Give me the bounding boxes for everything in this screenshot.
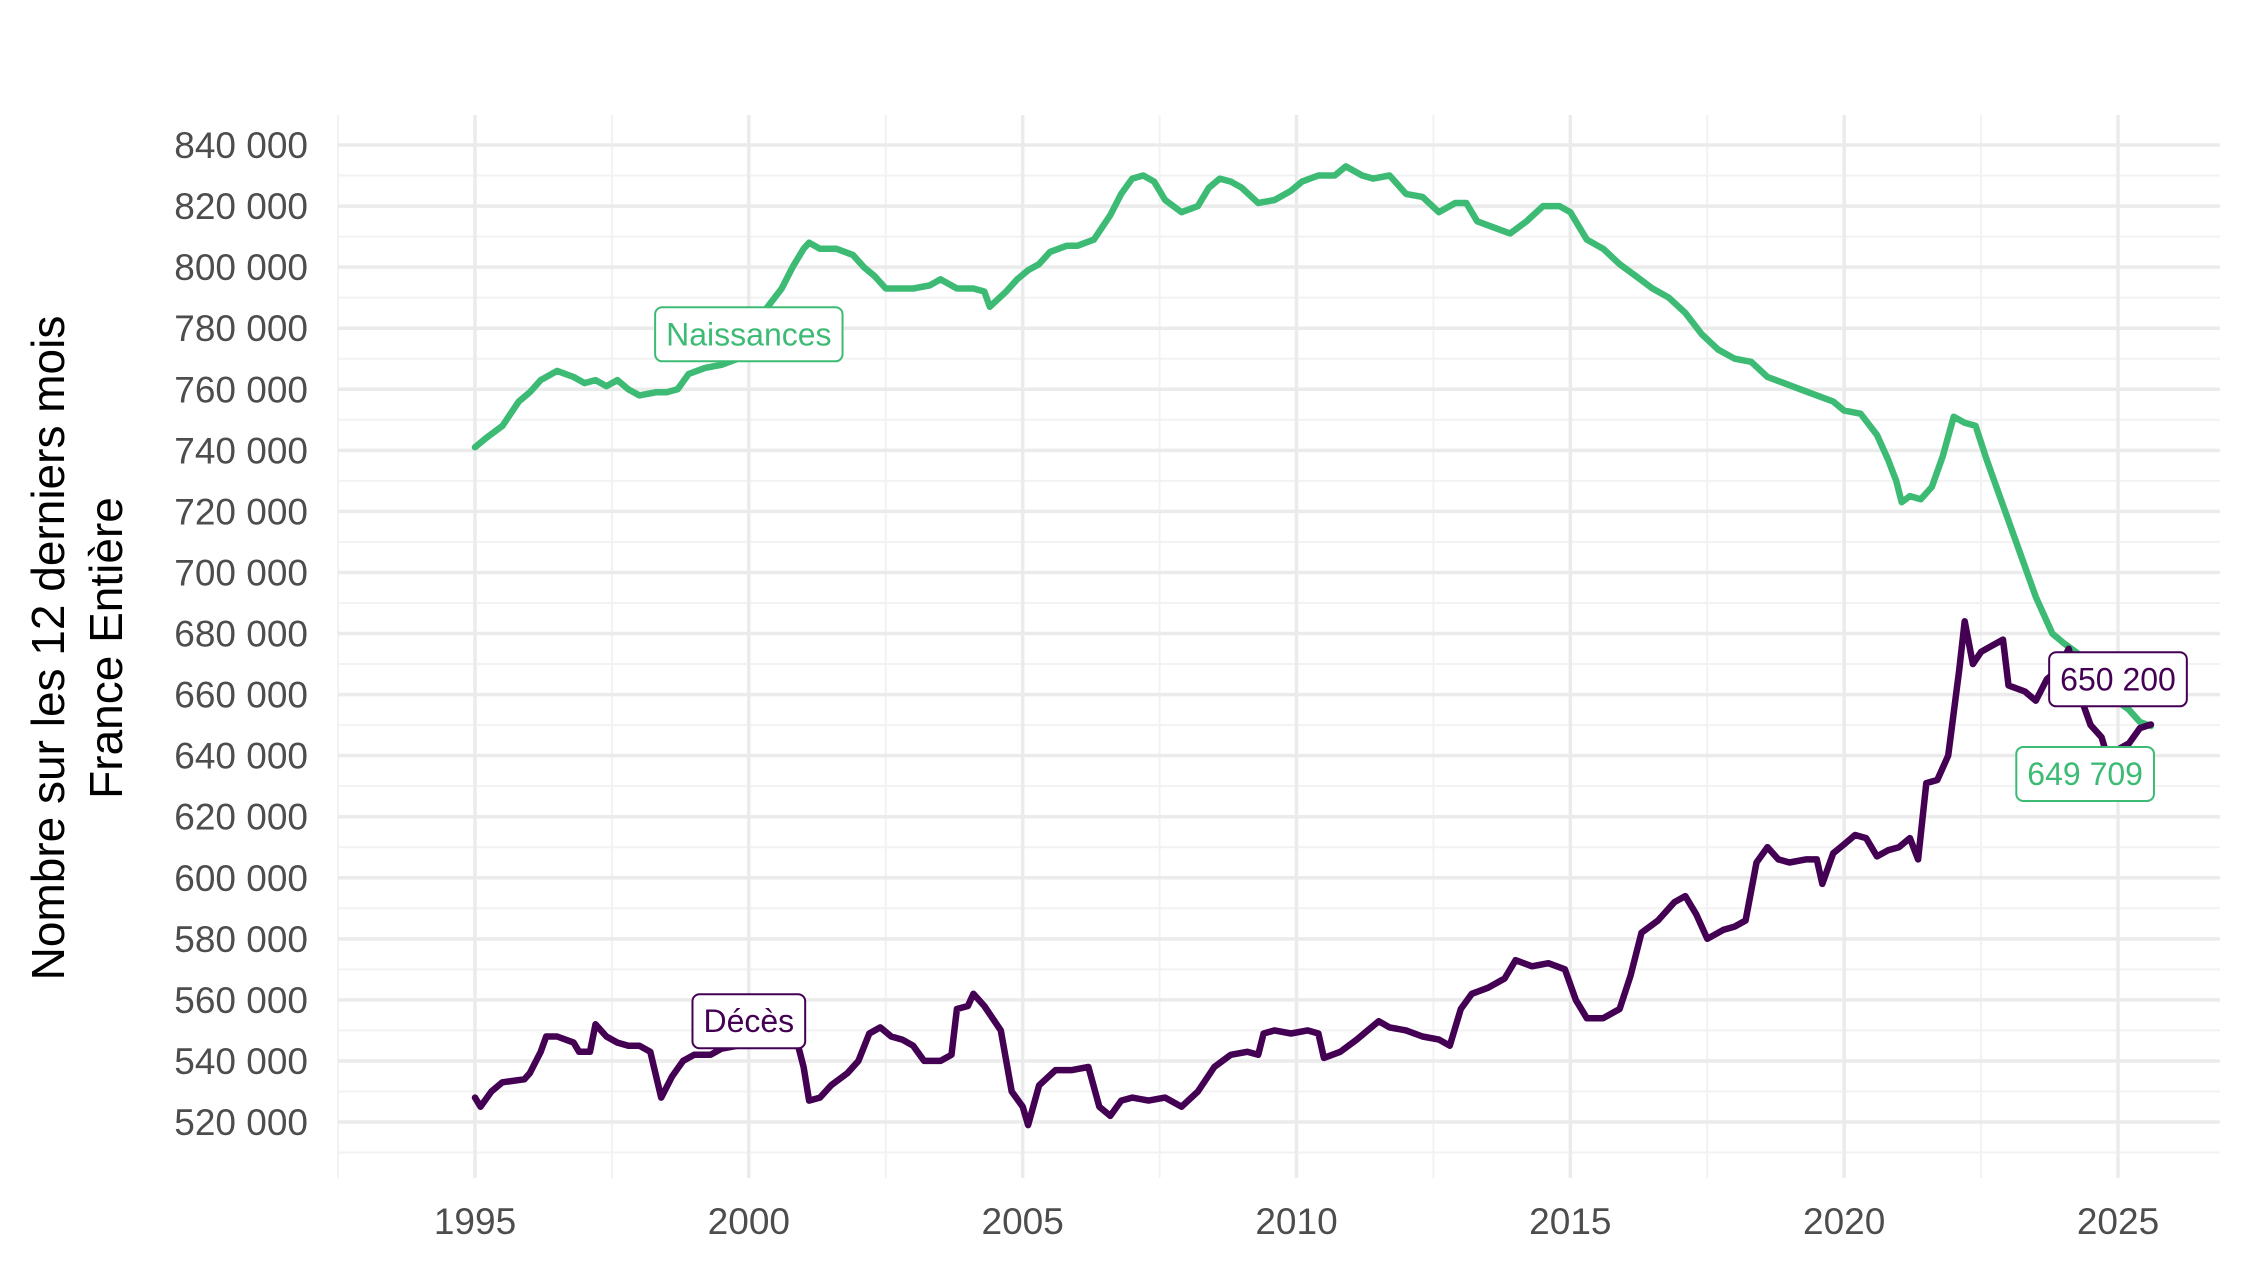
series-label-box: [691, 993, 807, 1050]
y-tick-label: 840 000: [174, 125, 308, 166]
series-line-deces: [471, 618, 2155, 1129]
y-tick-label: 760 000: [174, 369, 308, 410]
x-tick-label: 1995: [434, 1201, 516, 1242]
x-tick-label: 2015: [1529, 1201, 1611, 1242]
y-axis-label-line-2: France Entière: [80, 497, 132, 799]
y-tick-label: 640 000: [174, 736, 308, 777]
y-tick-label: 780 000: [174, 308, 308, 349]
y-tick-label: 520 000: [174, 1102, 308, 1143]
x-tick-label: 2020: [1803, 1201, 1885, 1242]
y-tick-label: 720 000: [174, 491, 308, 532]
major-gridlines: [338, 115, 2220, 1178]
series-label: 650 200: [2048, 651, 2188, 708]
series-label: 649 709: [2015, 745, 2155, 802]
series-line-naissances: [471, 163, 2155, 730]
y-tick-label: 820 000: [174, 186, 308, 227]
y-axis-label: Nombre sur les 12 derniers mois France E…: [22, 316, 132, 981]
series-label-box: [2048, 651, 2188, 708]
y-axis-tick-labels: 520 000 540 000 560 000 580 000 600 000 620 0…: [174, 125, 308, 1143]
series-labels: Naissances Décès 650 200 649 709: [654, 306, 2188, 1050]
x-tick-label: 2025: [2077, 1201, 2159, 1242]
y-tick-label: 660 000: [174, 675, 308, 716]
series-label-text: Naissances: [666, 316, 831, 352]
series-label-text: 650 200: [2060, 661, 2176, 697]
y-tick-label: 620 000: [174, 797, 308, 838]
y-tick-label: 540 000: [174, 1041, 308, 1082]
series-label-box: [2015, 745, 2155, 802]
x-tick-label: 2010: [1255, 1201, 1337, 1242]
y-axis-label-line-1: Nombre sur les 12 derniers mois: [22, 316, 74, 981]
y-tick-label: 700 000: [174, 552, 308, 593]
y-tick-label: 800 000: [174, 247, 308, 288]
series-label: Naissances: [654, 306, 844, 363]
x-tick-label: 2000: [708, 1201, 790, 1242]
series-label-box: [654, 306, 844, 363]
y-tick-label: 580 000: [174, 919, 308, 960]
y-tick-label: 680 000: [174, 614, 308, 655]
y-tick-label: 740 000: [174, 430, 308, 471]
series-label: Décès: [691, 993, 807, 1050]
y-tick-label: 600 000: [174, 858, 308, 899]
x-axis-tick-labels: 1995 2000 2005 2010 2015 2020 2025: [434, 1201, 2159, 1242]
series-label-text: 649 709: [2027, 756, 2143, 792]
series-label-text: Décès: [703, 1003, 794, 1039]
x-tick-label: 2005: [982, 1201, 1064, 1242]
y-tick-label: 560 000: [174, 980, 308, 1021]
